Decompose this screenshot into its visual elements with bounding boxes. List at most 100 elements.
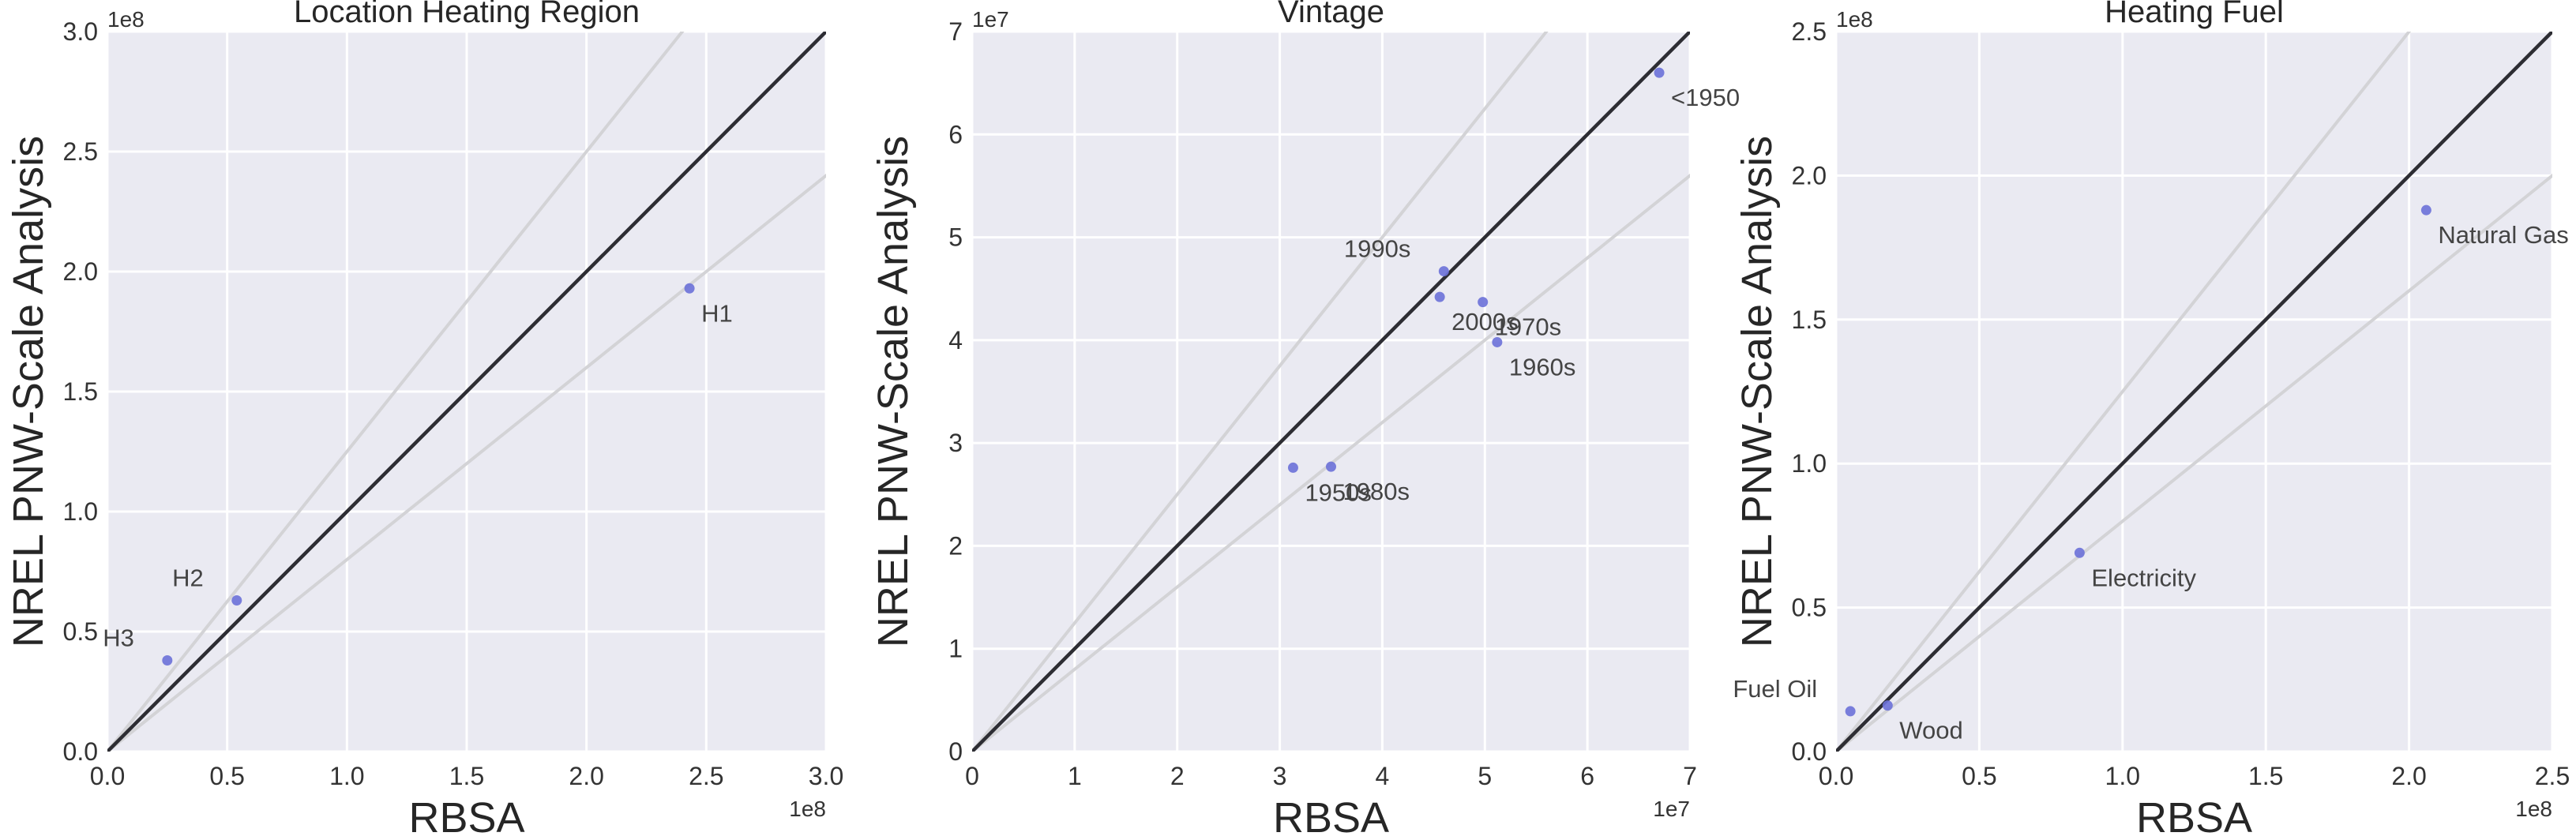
y-tick-label: 7 xyxy=(948,17,963,46)
ratio-line xyxy=(972,173,1690,752)
x-tick-label: 1.5 xyxy=(449,762,484,790)
y-axis-title: NREL PNW-Scale Analysis xyxy=(1733,136,1781,647)
y-offset-label: 1e8 xyxy=(107,7,145,32)
ratio-line xyxy=(1836,173,2552,752)
y-tick-label: 1.0 xyxy=(63,497,98,526)
panel-2: 0 1 2 3 4 5 6 7 0 1 2 3 4 5 6 7 1e7 1e7 RBSA NREL PNW-Scale… xyxy=(869,0,1740,840)
point-label: H2 xyxy=(172,564,204,591)
x-tick-label: 4 xyxy=(1376,762,1390,790)
y-tick-label: 2.0 xyxy=(63,257,98,286)
x-axis-title: RBSA xyxy=(2136,794,2252,836)
y-axis-title: NREL PNW-Scale Analysis xyxy=(869,136,917,647)
x-tick-label: 2.5 xyxy=(2535,762,2570,790)
identity-line xyxy=(107,32,826,752)
x-offset-label: 1e8 xyxy=(789,797,826,821)
ratio-line xyxy=(107,173,826,752)
point-label: Fuel Oil xyxy=(1733,675,1817,703)
ratio-line xyxy=(1836,32,2412,752)
y-tick-label: 1.5 xyxy=(1792,306,1827,334)
data-point xyxy=(1326,461,1336,472)
point-label: 1990s xyxy=(1344,235,1410,263)
y-offset-label: 1e8 xyxy=(1836,7,1873,32)
y-tick-label: 0.5 xyxy=(63,617,98,646)
y-tick-label: 4 xyxy=(948,326,963,354)
point-label: Natural Gas xyxy=(2438,221,2568,249)
point-label: H1 xyxy=(701,299,733,327)
y-tick-label: 0 xyxy=(948,737,963,766)
data-point xyxy=(1478,297,1489,308)
x-tick-label: 1.5 xyxy=(2248,762,2283,790)
data-point xyxy=(1882,700,1893,711)
panel-3: 0.0 0.5 1.0 1.5 2.0 2.5 0.0 0.5 1.0 1.5 2.0 2.5 1e8 1… xyxy=(1733,0,2570,840)
y-tick-label: 0.0 xyxy=(63,737,98,766)
x-tick-label: 2 xyxy=(1170,762,1185,790)
x-tick-label: 2.0 xyxy=(569,762,603,790)
x-tick-label: 3 xyxy=(1273,762,1287,790)
x-tick-label: 3.0 xyxy=(809,762,843,790)
data-point xyxy=(1654,67,1665,78)
point-label: Wood xyxy=(1899,717,1962,744)
y-tick-label: 2 xyxy=(948,531,963,560)
data-point xyxy=(684,283,695,294)
data-point xyxy=(1434,291,1445,302)
x-axis-title: RBSA xyxy=(1273,794,1389,836)
y-tick-label: 2.5 xyxy=(63,137,98,166)
x-tick-label: 6 xyxy=(1580,762,1594,790)
x-tick-label: 5 xyxy=(1478,762,1492,790)
x-tick-label: 1 xyxy=(1068,762,1082,790)
data-point xyxy=(2074,547,2085,558)
x-tick-label: 2.0 xyxy=(2391,762,2426,790)
x-tick-label: 2.5 xyxy=(689,762,723,790)
data-point xyxy=(1438,266,1449,277)
panel-title: Heating Fuel xyxy=(2105,0,2284,29)
point-label: 1960s xyxy=(1509,353,1575,381)
x-tick-label: 0 xyxy=(965,762,979,790)
point-label: 1970s xyxy=(1495,313,1561,341)
point-label: 2000s xyxy=(1451,308,1518,336)
x-tick-label: 7 xyxy=(1683,762,1697,790)
panel-title: Location Heating Region xyxy=(294,0,640,29)
y-tick-label: 0.5 xyxy=(1792,594,1827,622)
point-label: H3 xyxy=(103,624,134,651)
panel-1: 0.0 0.5 1.0 1.5 2.0 2.5 3.0 0.0 0.5 1.0 1.5 2.0 2.5 3… xyxy=(5,0,843,840)
data-point xyxy=(1845,706,1856,717)
y-tick-label: 6 xyxy=(948,120,963,148)
x-tick-label: 0.0 xyxy=(1819,762,1853,790)
reference-lines xyxy=(1836,32,2552,752)
point-label: 1980s xyxy=(1343,478,1410,505)
x-offset-label: 1e7 xyxy=(1653,797,1690,821)
y-tick-label: 2.5 xyxy=(1792,17,1827,46)
x-tick-label: 0.0 xyxy=(90,762,125,790)
identity-line xyxy=(1836,32,2552,752)
point-label: Electricity xyxy=(2091,564,2196,591)
point-label: 1950s xyxy=(1305,478,1371,506)
y-tick-label: 3.0 xyxy=(63,17,98,46)
x-tick-label: 1.0 xyxy=(2105,762,2140,790)
reference-lines xyxy=(972,32,1690,752)
x-offset-label: 1e8 xyxy=(2515,797,2552,821)
point-label: <1950 xyxy=(1671,84,1740,111)
y-tick-label: 1.5 xyxy=(63,377,98,406)
x-tick-label: 0.5 xyxy=(209,762,244,790)
ratio-line xyxy=(107,32,685,752)
y-tick-label: 1.0 xyxy=(1792,449,1827,478)
data-point xyxy=(162,654,173,666)
y-tick-label: 5 xyxy=(948,223,963,252)
x-tick-label: 1.0 xyxy=(329,762,364,790)
panel-title: Vintage xyxy=(1278,0,1384,29)
y-offset-label: 1e7 xyxy=(972,7,1009,32)
y-tick-label: 0.0 xyxy=(1792,737,1827,766)
data-point xyxy=(1287,462,1298,473)
y-axis-title: NREL PNW-Scale Analysis xyxy=(5,136,52,647)
y-tick-label: 1 xyxy=(948,635,963,663)
data-point xyxy=(1492,336,1503,347)
y-tick-label: 2.0 xyxy=(1792,161,1827,189)
identity-line xyxy=(972,32,1690,752)
data-point xyxy=(2420,204,2431,216)
reference-lines xyxy=(107,32,826,752)
ratio-line xyxy=(972,32,1549,752)
x-axis-title: RBSA xyxy=(408,794,524,836)
x-tick-label: 0.5 xyxy=(1962,762,1996,790)
